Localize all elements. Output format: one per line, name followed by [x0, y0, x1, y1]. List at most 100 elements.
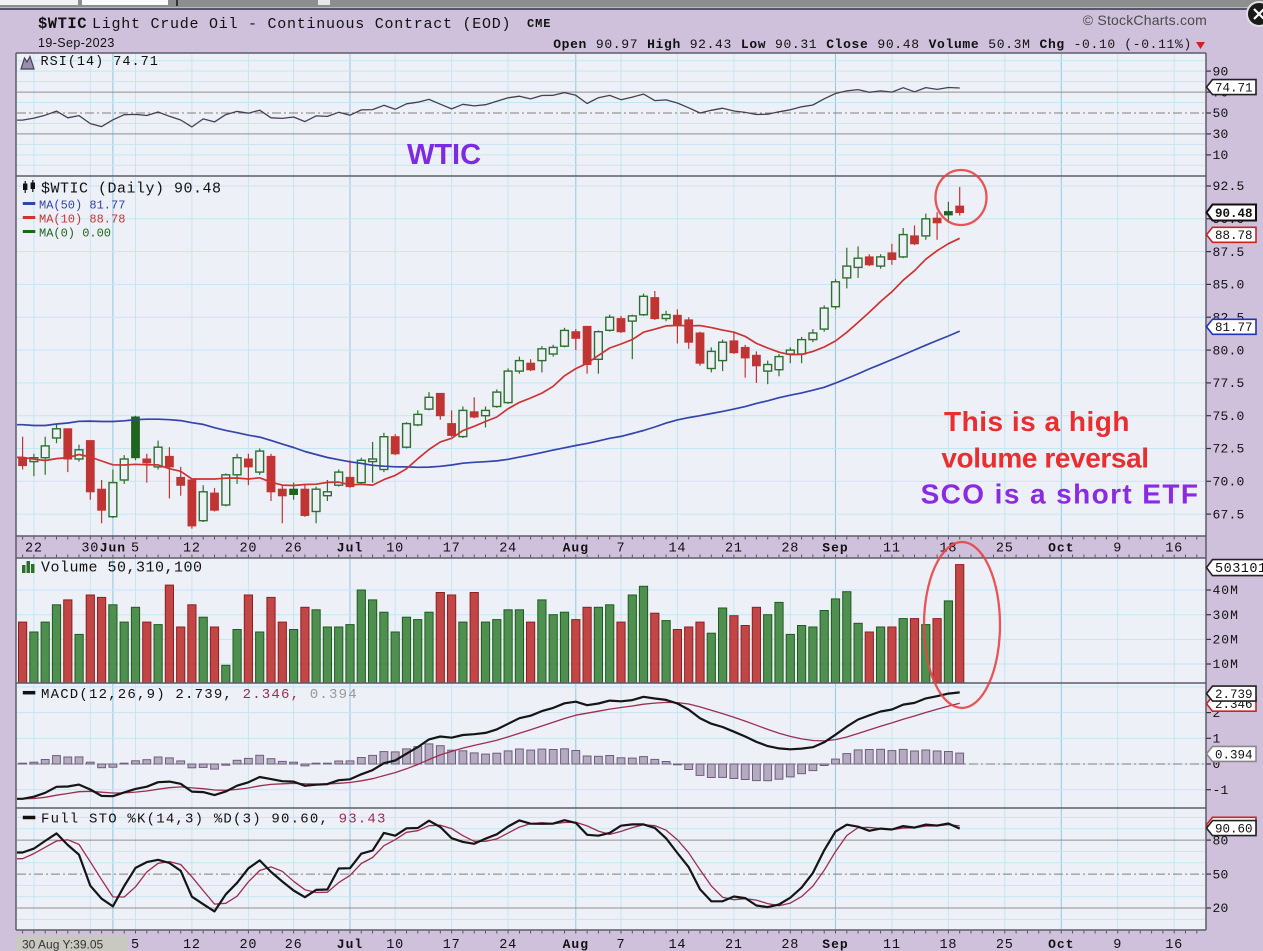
- svg-text:90.60: 90.60: [1215, 823, 1253, 837]
- svg-text:30: 30: [81, 542, 99, 557]
- svg-text:20: 20: [1213, 901, 1229, 916]
- svg-text:14: 14: [668, 542, 686, 557]
- svg-text:Oct: Oct: [1048, 937, 1074, 951]
- svg-text:90.48: 90.48: [1215, 207, 1253, 221]
- svg-text:25: 25: [996, 542, 1014, 557]
- svg-text:25: 25: [996, 938, 1014, 951]
- svg-text:18: 18: [939, 938, 957, 951]
- svg-text:90.48: 90.48: [877, 37, 928, 52]
- svg-text:$WTIC (Daily) 90.48: $WTIC (Daily) 90.48: [41, 181, 222, 198]
- svg-text:Aug: Aug: [563, 937, 589, 951]
- svg-text:Full STO %K(14,3) %D(3) 90.60,: Full STO %K(14,3) %D(3) 90.60,: [41, 811, 329, 827]
- svg-text:85.0: 85.0: [1213, 278, 1245, 293]
- svg-text:50.3M: 50.3M: [988, 37, 1039, 52]
- svg-text:10: 10: [386, 542, 404, 557]
- svg-text:High: High: [647, 37, 689, 52]
- svg-text:5: 5: [131, 542, 140, 557]
- svg-text:11: 11: [883, 542, 901, 557]
- svg-text:67.5: 67.5: [1213, 507, 1245, 522]
- svg-text:Aug: Aug: [563, 541, 589, 556]
- svg-text:90: 90: [1213, 64, 1229, 79]
- svg-text:20: 20: [239, 542, 257, 557]
- svg-text:12: 12: [183, 938, 201, 951]
- svg-text:17: 17: [443, 542, 461, 557]
- svg-text:Open: Open: [553, 37, 595, 52]
- svg-text:30 Aug Y:39.05: 30 Aug Y:39.05: [22, 938, 104, 951]
- svg-text:26: 26: [285, 542, 303, 557]
- svg-text:16: 16: [1165, 542, 1183, 557]
- svg-text:1: 1: [1213, 732, 1221, 747]
- svg-text:10: 10: [386, 938, 404, 951]
- svg-text:MA(0) 0.00: MA(0) 0.00: [39, 227, 111, 241]
- svg-text:24: 24: [499, 542, 517, 557]
- svg-text:21: 21: [725, 542, 743, 557]
- svg-text:20M: 20M: [1213, 633, 1239, 648]
- svg-text:50: 50: [1213, 106, 1229, 121]
- svg-text:Jun: Jun: [100, 541, 126, 556]
- svg-text:16: 16: [1165, 938, 1183, 951]
- svg-text:0.394: 0.394: [310, 687, 358, 703]
- svg-text:22: 22: [25, 542, 43, 557]
- svg-text:11: 11: [883, 938, 901, 951]
- svg-text:$WTIC: $WTIC: [38, 15, 87, 33]
- svg-text:70.0: 70.0: [1213, 475, 1245, 490]
- svg-text:MA(50) 81.77: MA(50) 81.77: [39, 199, 125, 213]
- svg-text:Light Crude Oil - Continuous C: Light Crude Oil - Continuous Contract (E…: [92, 16, 511, 33]
- svg-text:RSI(14) 74.71: RSI(14) 74.71: [41, 55, 159, 70]
- svg-text:Chg: Chg: [1040, 37, 1074, 52]
- svg-text:40M: 40M: [1213, 583, 1239, 598]
- svg-text:9: 9: [1113, 542, 1122, 557]
- svg-text:19-Sep-2023: 19-Sep-2023: [38, 36, 115, 50]
- svg-text:Volume: Volume: [929, 37, 988, 52]
- svg-text:0: 0: [1213, 757, 1221, 772]
- svg-text:80: 80: [1213, 833, 1229, 848]
- svg-text:Sep: Sep: [822, 937, 848, 951]
- svg-text:72.5: 72.5: [1213, 442, 1245, 457]
- svg-text:2.739: 2.739: [1215, 688, 1253, 702]
- svg-text:87.5: 87.5: [1213, 245, 1245, 260]
- svg-text:Volume 50,310,100: Volume 50,310,100: [41, 560, 203, 577]
- svg-text:-0.10 (-0.11%): -0.10 (-0.11%): [1074, 37, 1192, 52]
- svg-text:90.97: 90.97: [596, 37, 647, 52]
- svg-text:12: 12: [183, 542, 201, 557]
- svg-text:50: 50: [1213, 867, 1229, 882]
- svg-text:30M: 30M: [1213, 608, 1239, 623]
- svg-text:SCO is a short ETF: SCO is a short ETF: [921, 479, 1200, 510]
- svg-text:28: 28: [781, 938, 799, 951]
- svg-text:2: 2: [1213, 706, 1221, 721]
- svg-text:Jul: Jul: [337, 937, 363, 951]
- svg-text:WTIC: WTIC: [407, 139, 481, 171]
- svg-text:0.394: 0.394: [1215, 748, 1253, 762]
- svg-text:17: 17: [443, 938, 461, 951]
- svg-text:14: 14: [668, 938, 686, 951]
- svg-text:10: 10: [1213, 148, 1229, 163]
- svg-text:24: 24: [499, 938, 517, 951]
- svg-text:90.31: 90.31: [775, 37, 826, 52]
- svg-text:9: 9: [1113, 938, 1122, 951]
- svg-text:28: 28: [781, 542, 799, 557]
- svg-text:75.0: 75.0: [1213, 409, 1245, 424]
- svg-text:81.77: 81.77: [1215, 321, 1253, 335]
- svg-text:Close: Close: [826, 37, 877, 52]
- svg-text:80.0: 80.0: [1213, 343, 1245, 358]
- svg-text:© StockCharts.com: © StockCharts.com: [1083, 12, 1207, 28]
- svg-text:74.71: 74.71: [1215, 82, 1253, 96]
- svg-text:-1: -1: [1213, 783, 1229, 798]
- svg-text:30: 30: [1213, 127, 1229, 142]
- svg-text:Oct: Oct: [1048, 541, 1074, 556]
- svg-text:7: 7: [617, 542, 626, 557]
- svg-text:2.346,: 2.346,: [243, 687, 301, 703]
- svg-text:88.78: 88.78: [1215, 229, 1253, 243]
- svg-text:77.5: 77.5: [1213, 376, 1245, 391]
- svg-text:26: 26: [285, 938, 303, 951]
- svg-text:Low: Low: [741, 37, 775, 52]
- svg-text:20: 20: [239, 938, 257, 951]
- svg-text:CME: CME: [527, 17, 551, 31]
- svg-text:This is a high: This is a high: [944, 406, 1130, 437]
- svg-text:MA(10) 88.78: MA(10) 88.78: [39, 213, 125, 227]
- svg-text:50310100: 50310100: [1215, 562, 1263, 577]
- svg-text:93.43: 93.43: [339, 811, 387, 827]
- svg-text:MACD(12,26,9) 2.739,: MACD(12,26,9) 2.739,: [41, 687, 233, 703]
- svg-text:Jul: Jul: [337, 541, 363, 556]
- svg-text:volume reversal: volume reversal: [941, 443, 1148, 474]
